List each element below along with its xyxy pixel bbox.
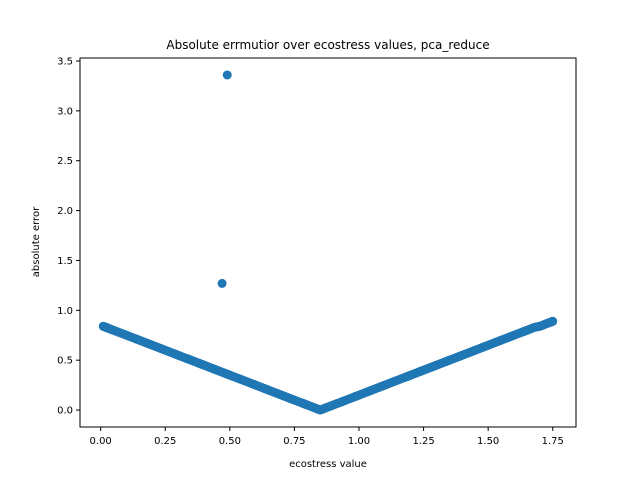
chart-title: Absolute errmutior over ecostress values…: [166, 38, 489, 52]
x-tick-label: 0.25: [154, 436, 176, 447]
data-point: [222, 70, 232, 80]
x-tick-label: 1.00: [348, 436, 370, 447]
plot-frame: [79, 57, 577, 428]
x-axis-ticks: 0.00 0.25 0.50 0.75 1.00 1.25 1.50 1.75: [90, 427, 564, 447]
y-tick-label: 2.5: [57, 156, 73, 167]
y-tick-label: 3.0: [57, 106, 73, 117]
y-tick-label: 1.0: [57, 306, 73, 317]
y-tick-label: 2.0: [57, 206, 73, 217]
y-axis-ticks: 0.0 0.5 1.0 1.5 2.0 2.5 3.0 3.5: [57, 56, 80, 417]
x-tick-label: 0.00: [90, 436, 112, 447]
y-axis-label: absolute error: [31, 206, 42, 277]
x-tick-label: 0.75: [283, 436, 305, 447]
x-tick-label: 1.25: [412, 436, 434, 447]
y-tick-label: 1.5: [57, 256, 73, 267]
x-tick-label: 0.50: [219, 436, 241, 447]
data-point: [217, 278, 227, 288]
data-points: [98, 70, 558, 415]
y-tick-label: 3.5: [57, 56, 73, 67]
y-tick-label: 0.0: [57, 406, 73, 417]
data-point: [547, 317, 557, 327]
x-axis-label: ecostress value: [289, 459, 367, 470]
x-tick-label: 1.50: [477, 436, 499, 447]
y-tick-label: 0.5: [57, 356, 73, 367]
x-tick-label: 1.75: [542, 436, 564, 447]
